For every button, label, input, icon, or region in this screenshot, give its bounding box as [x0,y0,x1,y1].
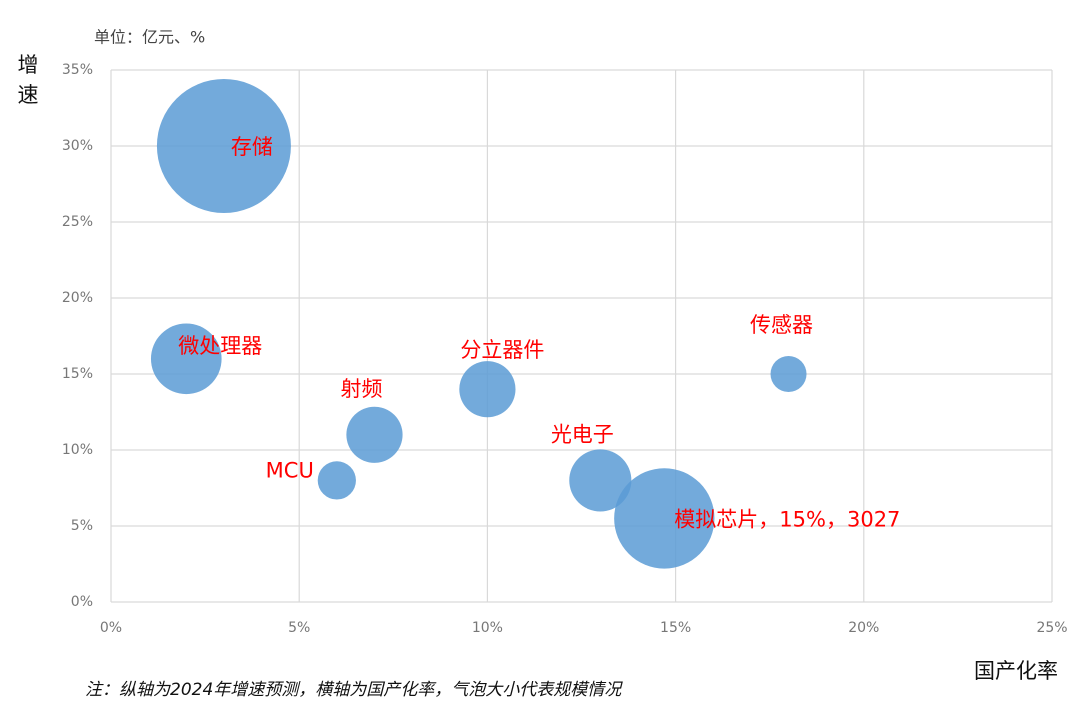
x-tick-label: 20% [848,620,879,636]
bubble [346,406,403,463]
y-tick-label: 20% [62,290,93,306]
bubble [770,355,807,393]
bubble [156,79,291,213]
data-label: 存储 [231,135,273,159]
bubble [459,361,516,418]
subtitle: 单位：亿元、% [94,28,205,47]
bubble [614,468,715,569]
data-label: MCU [266,458,314,482]
bubble [150,323,222,395]
data-label: 传感器 [750,313,813,337]
data-label: 模拟芯片，15%，3027 [674,507,900,531]
y-tick-label: 25% [62,214,93,230]
bubbles [150,79,807,569]
y-tick-label: 0% [71,594,93,610]
y-tick-label: 10% [62,442,93,458]
y-tick-label: 15% [62,366,93,382]
x-tick-label: 25% [1036,620,1067,636]
x-tick-label: 0% [100,620,122,636]
bubble [317,461,356,500]
data-label: 分立器件 [460,338,544,362]
bubble [569,449,632,512]
x-tick-label: 15% [660,620,691,636]
x-tick-label: 10% [472,620,503,636]
y-axis-title: 增速 [18,53,39,107]
data-label: 射频 [340,377,382,401]
x-axis-title: 国产化率 [974,659,1058,683]
note: 注：纵轴为2024年增速预测，横轴为国产化率，气泡大小代表规模情况 [85,680,623,700]
y-tick-label: 35% [62,62,93,78]
data-label: 微处理器 [178,334,262,358]
y-tick-label: 5% [71,518,93,534]
x-tick-label: 5% [288,620,310,636]
data-label: 光电子 [551,422,614,446]
y-tick-label: 30% [62,138,93,154]
